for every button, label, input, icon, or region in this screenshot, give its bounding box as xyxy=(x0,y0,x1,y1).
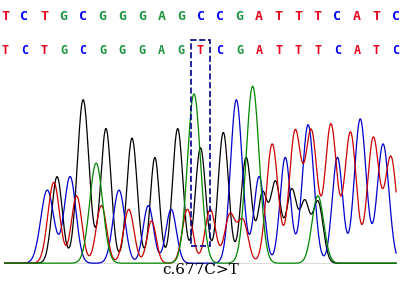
Text: G: G xyxy=(60,44,67,57)
Text: T: T xyxy=(1,44,8,57)
Text: C: C xyxy=(334,44,341,57)
Text: T: T xyxy=(314,10,322,23)
Text: T: T xyxy=(40,10,48,23)
Text: G: G xyxy=(177,44,184,57)
Text: A: A xyxy=(353,44,360,57)
Text: G: G xyxy=(99,10,107,23)
Text: C: C xyxy=(392,10,400,23)
Text: T: T xyxy=(373,44,380,57)
Text: C: C xyxy=(79,10,87,23)
Text: A: A xyxy=(255,44,263,57)
Text: G: G xyxy=(138,10,146,23)
Text: A: A xyxy=(157,10,165,23)
Text: G: G xyxy=(236,44,243,57)
Text: G: G xyxy=(236,10,244,23)
Text: T: T xyxy=(1,10,9,23)
Text: T: T xyxy=(275,10,283,23)
Text: T: T xyxy=(373,10,381,23)
Text: C: C xyxy=(217,44,224,57)
Text: G: G xyxy=(177,10,185,23)
Text: A: A xyxy=(353,10,361,23)
Text: C: C xyxy=(79,44,87,57)
Text: T: T xyxy=(295,44,302,57)
Text: G: G xyxy=(119,44,126,57)
Text: G: G xyxy=(138,44,146,57)
Text: C: C xyxy=(393,44,400,57)
Text: T: T xyxy=(197,44,204,57)
Text: T: T xyxy=(314,44,322,57)
Text: T: T xyxy=(275,44,282,57)
Text: C: C xyxy=(196,10,205,23)
Text: T: T xyxy=(41,44,48,57)
Text: G: G xyxy=(118,10,126,23)
Text: C: C xyxy=(216,10,224,23)
Text: C: C xyxy=(20,10,28,23)
Text: G: G xyxy=(99,44,106,57)
Text: A: A xyxy=(255,10,263,23)
Text: T: T xyxy=(294,10,302,23)
Text: C: C xyxy=(21,44,28,57)
Text: C: C xyxy=(333,10,341,23)
Text: A: A xyxy=(158,44,165,57)
Text: c.677C>T: c.677C>T xyxy=(162,263,239,277)
Text: G: G xyxy=(60,10,68,23)
